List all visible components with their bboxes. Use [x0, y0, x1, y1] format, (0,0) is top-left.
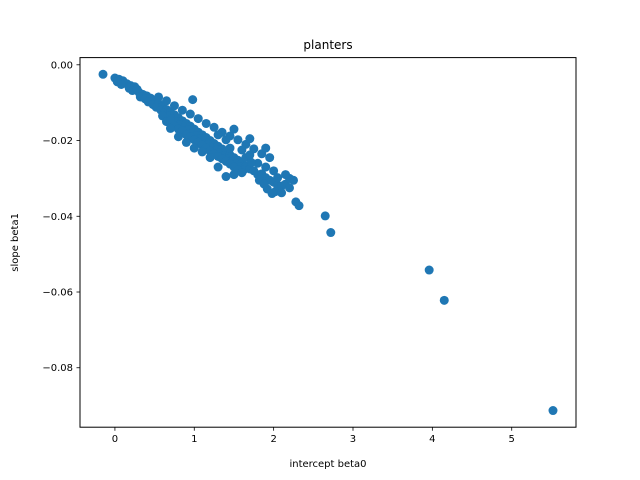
y-tick-label: −0.02 [42, 136, 73, 147]
x-tick-label: 2 [270, 434, 276, 445]
points-layer [98, 69, 558, 416]
data-point [246, 158, 256, 167]
data-point [261, 143, 271, 153]
data-point [229, 124, 239, 134]
y-tick-label: −0.06 [42, 288, 73, 299]
data-point [439, 295, 449, 305]
data-point [229, 170, 239, 180]
data-point [320, 211, 330, 221]
y-axis: 0.00 −0.02 −0.04 −0.06 −0.08 [42, 60, 80, 374]
data-point [201, 118, 211, 128]
data-point [225, 143, 235, 153]
x-axis: 0 1 2 3 4 5 [112, 427, 515, 445]
data-point [116, 79, 126, 89]
x-tick-label: 1 [191, 434, 197, 445]
y-tick-label: −0.08 [42, 363, 73, 374]
data-point [245, 134, 255, 144]
x-tick-label: 0 [112, 434, 118, 445]
data-point [188, 95, 198, 105]
x-tick-label: 3 [350, 434, 356, 445]
chart-title: planters [303, 38, 352, 52]
y-tick-label: −0.04 [42, 212, 73, 223]
data-point [177, 105, 187, 115]
data-point [261, 162, 271, 172]
data-point [209, 122, 219, 132]
data-point [98, 69, 108, 79]
data-point [259, 179, 269, 189]
data-point [424, 265, 434, 275]
data-point [154, 92, 164, 102]
data-point [205, 153, 215, 163]
data-point [265, 153, 275, 163]
data-point [189, 143, 199, 153]
data-point [197, 147, 207, 157]
data-point [185, 109, 195, 119]
data-point [273, 173, 283, 183]
y-tick-label: 0.00 [51, 60, 73, 71]
x-tick-label: 4 [429, 434, 435, 445]
data-point [326, 228, 336, 238]
data-point [221, 135, 231, 145]
y-axis-label: slope beta1 [10, 213, 21, 272]
plot-frame [79, 57, 577, 428]
data-point [281, 170, 291, 180]
data-point [173, 132, 183, 142]
data-point [277, 188, 287, 198]
data-point [193, 114, 203, 124]
data-point [237, 168, 247, 178]
x-tick-label: 5 [509, 434, 515, 445]
data-point [285, 183, 295, 193]
data-point [245, 150, 255, 160]
data-point [165, 123, 175, 133]
data-point [162, 96, 171, 106]
data-point [213, 130, 223, 140]
x-axis-label: intercept beta0 [289, 459, 366, 470]
data-point [237, 145, 247, 155]
data-point [269, 166, 279, 176]
data-point [169, 101, 179, 111]
data-point [548, 406, 558, 416]
data-point [233, 135, 243, 145]
data-point [213, 162, 223, 172]
data-point [221, 172, 231, 182]
data-point [294, 201, 304, 211]
data-point [181, 137, 191, 147]
